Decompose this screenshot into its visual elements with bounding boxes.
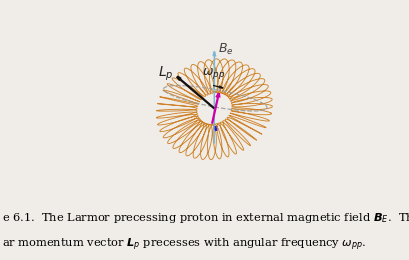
- Text: ar momentum vector $\boldsymbol{L}_p$ precesses with angular frequency $\omega_{: ar momentum vector $\boldsymbol{L}_p$ pr…: [2, 237, 366, 254]
- Text: e 6.1.  The Larmor precessing proton in external magnetic field $\boldsymbol{B}_: e 6.1. The Larmor precessing proton in e…: [2, 211, 409, 225]
